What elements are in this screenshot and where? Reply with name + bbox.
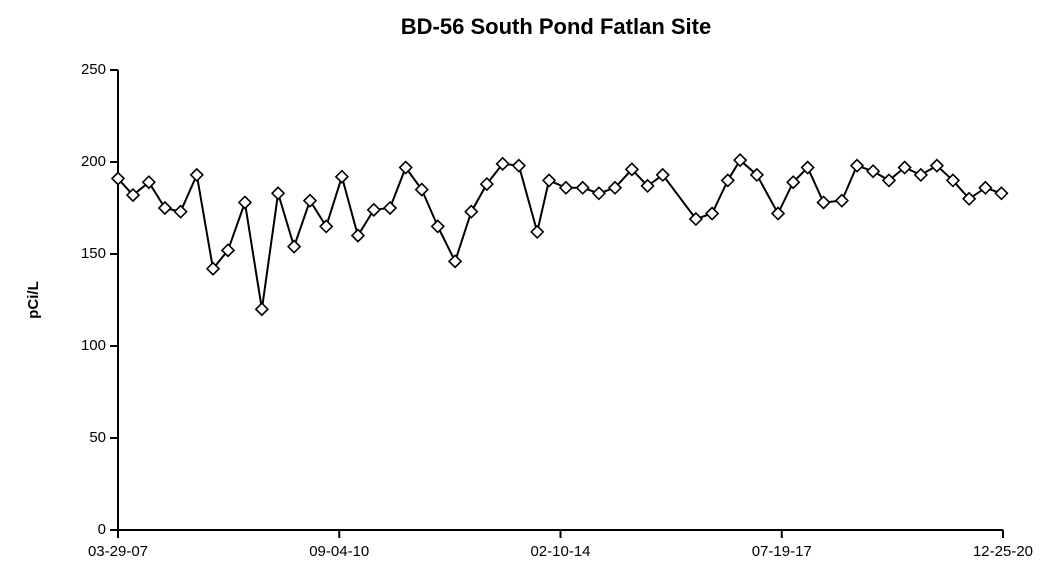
y-tick-label: 200 — [81, 153, 106, 170]
data-point — [350, 228, 366, 243]
chart-title: BD-56 South Pond Fatlan Site — [401, 14, 711, 39]
data-point — [110, 171, 126, 186]
data-point — [945, 173, 961, 188]
data-point — [141, 175, 156, 190]
data-point — [800, 160, 815, 175]
data-point — [173, 204, 188, 219]
data-point — [398, 160, 413, 175]
data-point — [125, 187, 141, 203]
data-point — [770, 206, 786, 221]
data-point — [575, 180, 590, 195]
data-point — [511, 158, 527, 173]
data-point — [624, 162, 640, 177]
data-point — [558, 180, 574, 195]
y-tick-label: 250 — [81, 61, 106, 78]
data-point — [382, 200, 398, 216]
x-tick-label: 12-25-20 — [973, 543, 1033, 560]
data-point — [704, 206, 720, 221]
data-point — [464, 204, 479, 219]
y-tick-label: 0 — [98, 521, 106, 538]
data-point — [302, 193, 318, 208]
y-tick-label: 100 — [81, 337, 106, 354]
data-point — [530, 224, 545, 240]
y-tick-label: 50 — [89, 429, 106, 446]
y-tick-label: 150 — [81, 245, 106, 262]
data-point — [733, 153, 748, 168]
data-point — [541, 173, 557, 188]
x-tick-label: 02-10-14 — [530, 543, 590, 560]
data-point — [913, 167, 928, 183]
data-point — [334, 169, 350, 184]
data-point — [865, 164, 881, 179]
data-point — [495, 156, 510, 171]
data-point — [189, 167, 204, 183]
data-line — [117, 158, 1002, 310]
data-point — [655, 167, 670, 183]
data-point — [849, 158, 865, 173]
data-point — [881, 173, 897, 188]
data-point — [786, 175, 801, 190]
data-point — [479, 176, 494, 192]
data-point — [994, 186, 1009, 201]
data-point — [607, 180, 623, 195]
data-point — [929, 158, 945, 173]
data-point — [749, 167, 765, 183]
data-point — [897, 160, 912, 175]
data-point — [978, 180, 993, 195]
data-point — [962, 191, 977, 206]
y-axis-label: pCi/L — [25, 281, 42, 319]
data-point — [254, 302, 269, 317]
data-point — [816, 195, 831, 210]
data-point — [834, 193, 849, 208]
data-point — [640, 178, 655, 194]
data-point — [688, 211, 704, 227]
data-point — [591, 186, 607, 201]
data-point — [157, 200, 173, 216]
data-point — [220, 243, 236, 258]
data-point — [205, 261, 221, 276]
data-point — [447, 254, 463, 269]
data-point — [286, 239, 302, 254]
x-tick-label: 07-19-17 — [752, 543, 812, 560]
data-point — [366, 202, 381, 217]
x-tick-label: 09-04-10 — [309, 543, 369, 560]
data-point — [319, 219, 334, 234]
data-point — [720, 173, 735, 188]
data-point — [270, 186, 286, 201]
x-tick-label: 03-29-07 — [88, 543, 148, 560]
data-point — [430, 219, 445, 234]
data-point — [237, 195, 253, 210]
data-point — [414, 182, 429, 197]
